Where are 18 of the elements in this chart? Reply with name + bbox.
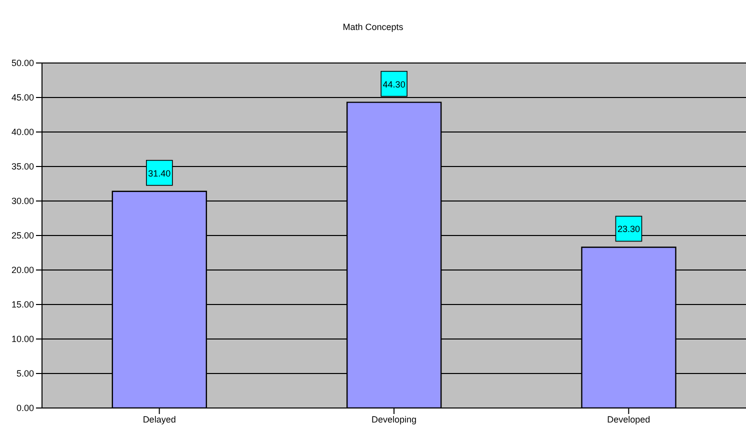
y-tick-label: 0.00 bbox=[16, 403, 34, 414]
y-tick-label: 15.00 bbox=[11, 300, 34, 310]
y-tick-label: 35.00 bbox=[11, 162, 34, 172]
y-tick-label: 20.00 bbox=[11, 265, 34, 276]
y-tick-label: 40.00 bbox=[11, 127, 34, 138]
y-tick-label: 25.00 bbox=[11, 230, 34, 241]
x-tick-label: Delayed bbox=[142, 414, 176, 424]
x-tick-label: Developed bbox=[607, 414, 650, 424]
chart-title: Math Concepts bbox=[342, 22, 404, 32]
y-tick-label: 50.00 bbox=[11, 58, 34, 68]
data-label: 31.40 bbox=[148, 168, 171, 178]
x-tick-label: Developing bbox=[371, 414, 417, 424]
data-label: 23.30 bbox=[617, 224, 640, 234]
y-tick-label: 5.00 bbox=[16, 368, 34, 379]
data-label: 44.30 bbox=[382, 79, 406, 90]
y-tick-label: 30.00 bbox=[11, 196, 34, 206]
y-tick-label: 45.00 bbox=[11, 92, 34, 103]
y-tick-label: 10.00 bbox=[11, 334, 34, 344]
